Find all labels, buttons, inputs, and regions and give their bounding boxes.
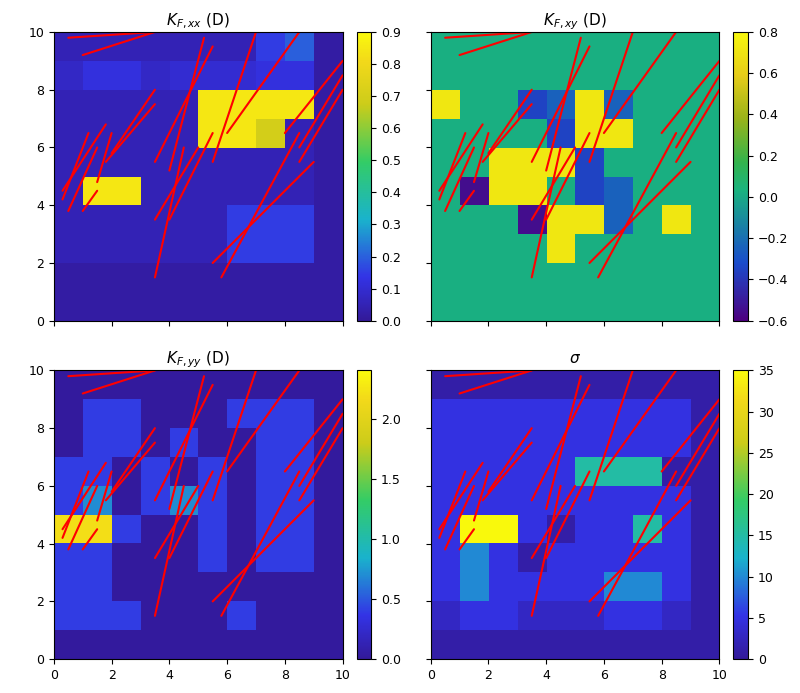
Title: $K_{F,xy}$ (D): $K_{F,xy}$ (D) [543,11,607,32]
Title: $K_{F,xx}$ (D): $K_{F,xx}$ (D) [166,11,230,30]
Title: $\sigma$: $\sigma$ [569,351,581,367]
Title: $K_{F,yy}$ (D): $K_{F,yy}$ (D) [166,349,230,370]
